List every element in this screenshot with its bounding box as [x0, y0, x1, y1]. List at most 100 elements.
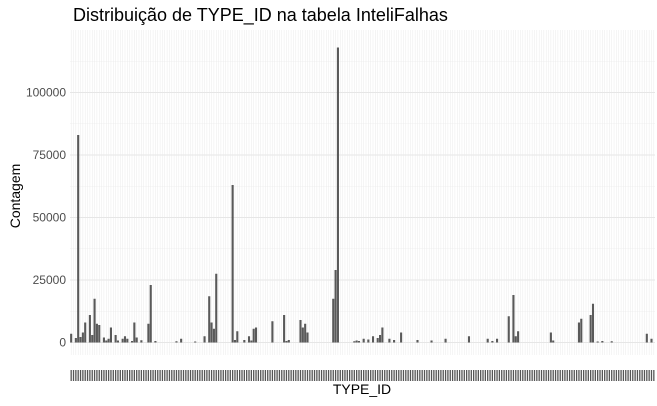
bar — [357, 341, 361, 343]
bar — [208, 296, 211, 343]
bar — [577, 322, 581, 343]
bar — [287, 340, 290, 343]
bar — [252, 328, 255, 343]
bar — [549, 332, 552, 343]
bar — [126, 338, 129, 343]
bar — [552, 340, 555, 343]
bar — [645, 333, 648, 343]
y-tick-label: 100000 — [26, 86, 66, 100]
bar — [285, 341, 288, 343]
bar — [301, 327, 304, 343]
bar — [495, 338, 499, 343]
bar — [233, 340, 237, 343]
bar — [154, 341, 157, 343]
bar — [283, 315, 286, 343]
bar — [591, 303, 595, 343]
bar — [88, 315, 91, 343]
bar — [147, 323, 150, 343]
bar — [362, 338, 365, 343]
y-tick-label: 25000 — [33, 273, 67, 287]
bar — [79, 337, 82, 343]
bar — [416, 340, 419, 343]
bar — [116, 340, 120, 343]
bars — [70, 47, 653, 343]
bar — [91, 335, 94, 343]
x-axis-title: TYPE_ID — [333, 381, 391, 397]
bar — [231, 185, 234, 343]
bar — [371, 336, 375, 343]
bar — [334, 270, 337, 343]
bar — [123, 336, 127, 343]
bar — [610, 341, 613, 343]
y-tick-label: 75000 — [33, 148, 67, 162]
x-axis-ticks — [70, 370, 655, 381]
bar — [400, 332, 403, 343]
bar — [95, 323, 98, 343]
bar — [135, 337, 138, 343]
bar — [376, 338, 379, 343]
bar — [203, 336, 206, 343]
bar — [304, 323, 307, 343]
bar — [271, 321, 274, 343]
bar — [130, 341, 134, 343]
bar — [133, 322, 136, 343]
bar — [444, 338, 447, 343]
bar — [580, 318, 583, 343]
bar — [367, 339, 370, 343]
bar — [355, 340, 358, 343]
chart-title: Distribuição de TYPE_ID na tabela Inteli… — [73, 5, 448, 25]
bar — [180, 338, 183, 343]
bar — [336, 47, 339, 343]
bar — [596, 341, 599, 343]
bar — [243, 340, 246, 343]
bar — [430, 340, 433, 343]
bar — [102, 337, 105, 343]
bar — [140, 340, 143, 343]
bar — [507, 316, 510, 343]
bar — [77, 135, 80, 343]
bar — [601, 341, 604, 343]
bar — [381, 327, 384, 343]
bar — [236, 331, 239, 343]
bar — [306, 332, 309, 343]
bar — [589, 315, 592, 343]
bar — [353, 341, 356, 343]
bar — [378, 335, 382, 343]
bar — [332, 298, 335, 343]
bar — [299, 320, 302, 343]
bar — [70, 333, 73, 343]
bar — [486, 338, 489, 343]
bar — [650, 338, 653, 343]
y-tick-label: 50000 — [33, 211, 67, 225]
bar — [254, 327, 258, 343]
bar — [81, 332, 84, 343]
bar — [250, 340, 253, 343]
bar — [121, 338, 124, 343]
bar — [84, 322, 87, 343]
bar — [215, 273, 218, 343]
bar — [467, 336, 471, 343]
bar — [105, 340, 108, 343]
bar — [212, 328, 215, 343]
bar — [194, 341, 197, 343]
bar — [149, 285, 152, 343]
bar — [210, 322, 213, 343]
bar — [512, 295, 515, 343]
y-tick-label: 0 — [59, 336, 66, 350]
bar — [247, 336, 251, 343]
bar — [74, 338, 77, 343]
bar — [393, 340, 396, 343]
bar — [93, 298, 96, 343]
bar — [114, 335, 117, 343]
bar — [175, 341, 178, 343]
y-axis-title: Contagem — [7, 164, 23, 229]
bar — [388, 338, 391, 343]
grid-lines — [70, 30, 655, 355]
bar — [107, 338, 110, 343]
y-axis-ticks: 0 25000 50000 75000 100000 — [26, 86, 66, 350]
bar — [491, 341, 494, 343]
bar — [514, 336, 517, 343]
bar — [98, 325, 101, 343]
bar — [109, 327, 113, 343]
